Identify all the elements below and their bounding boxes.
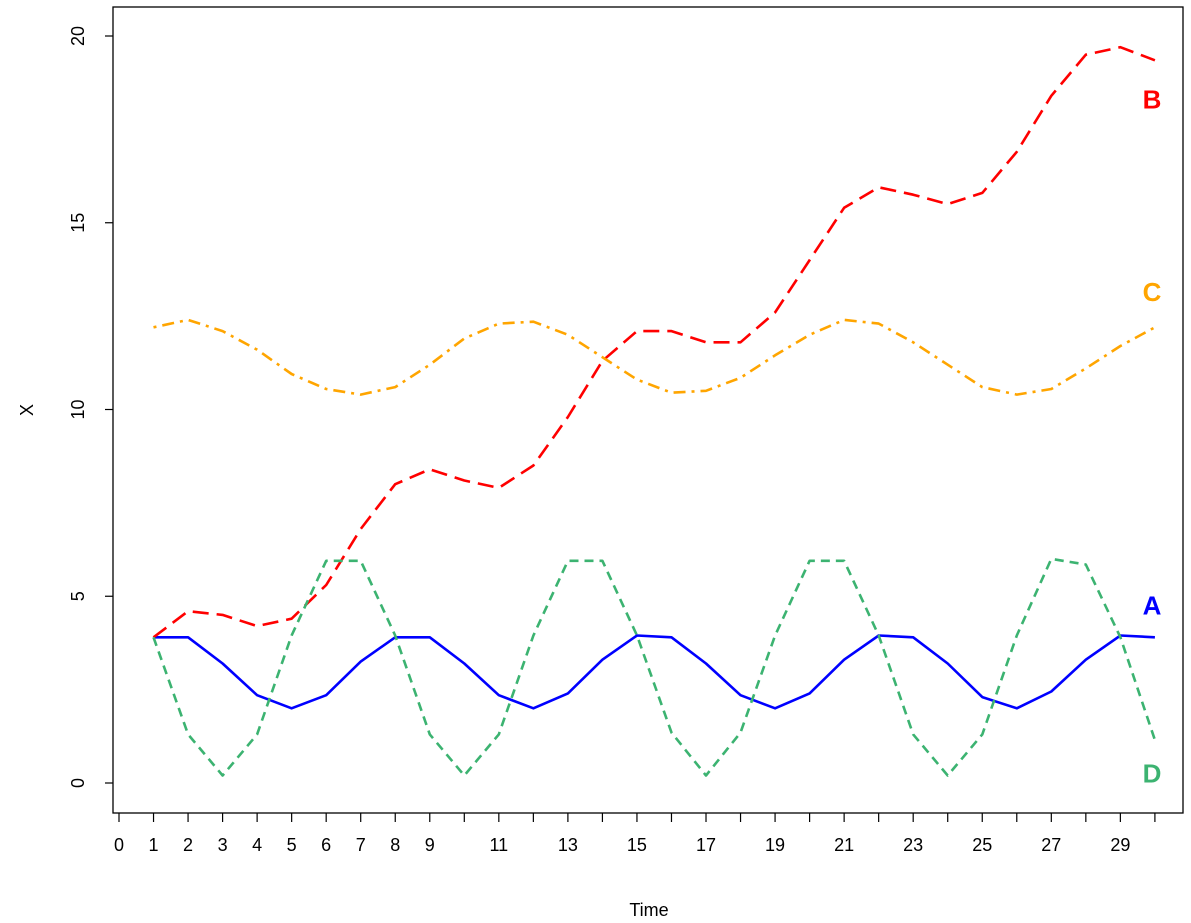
x-tick-label: 13 bbox=[558, 835, 578, 855]
y-tick-label: 20 bbox=[68, 26, 88, 46]
x-axis: 0 1 2 3 4 5 6 7 8 9 11 13 15 17 19 21 23 25 27 29 bbox=[114, 813, 1156, 855]
series-line-a bbox=[153, 634, 1155, 710]
x-tick-label: 2 bbox=[183, 835, 193, 855]
x-tick-label: 7 bbox=[356, 835, 366, 855]
series-line-b bbox=[152, 45, 1156, 639]
x-tick-label: 11 bbox=[489, 835, 508, 855]
x-tick-label: 29 bbox=[1110, 835, 1130, 855]
x-tick-label: 3 bbox=[218, 835, 228, 855]
x-tick-label: 27 bbox=[1041, 835, 1061, 855]
x-axis-title: Time bbox=[629, 900, 668, 920]
series-label-a: A bbox=[1143, 591, 1162, 621]
series-label-c: C bbox=[1143, 277, 1162, 307]
x-tick-label: 25 bbox=[972, 835, 992, 855]
x-tick-label: 9 bbox=[425, 835, 435, 855]
series-labels: A B C D bbox=[1143, 84, 1162, 788]
series-line-d bbox=[152, 557, 1157, 777]
x-tick-label: 0 bbox=[114, 835, 124, 855]
x-tick-label: 23 bbox=[903, 835, 923, 855]
series-lines bbox=[152, 45, 1157, 777]
y-axis-title: X bbox=[17, 404, 37, 416]
y-tick-label: 5 bbox=[68, 591, 88, 601]
x-tick-label: 15 bbox=[627, 835, 647, 855]
x-tick-label: 8 bbox=[390, 835, 400, 855]
y-axis: 0 5 10 15 20 bbox=[68, 26, 113, 788]
y-tick-label: 10 bbox=[68, 399, 88, 419]
series-label-b: B bbox=[1143, 84, 1162, 114]
x-tick-label: 21 bbox=[834, 835, 854, 855]
series-line-c bbox=[153, 318, 1156, 396]
x-tick-label: 17 bbox=[696, 835, 716, 855]
series-label-d: D bbox=[1143, 759, 1162, 789]
x-tick-label: 1 bbox=[149, 835, 159, 855]
y-tick-label: 15 bbox=[68, 213, 88, 233]
plot-frame bbox=[112, 6, 1184, 814]
y-tick-label: 0 bbox=[68, 778, 88, 788]
x-tick-label: 19 bbox=[765, 835, 785, 855]
x-tick-label: 4 bbox=[252, 835, 262, 855]
x-tick-label: 5 bbox=[287, 835, 297, 855]
x-tick-label: 6 bbox=[321, 835, 331, 855]
